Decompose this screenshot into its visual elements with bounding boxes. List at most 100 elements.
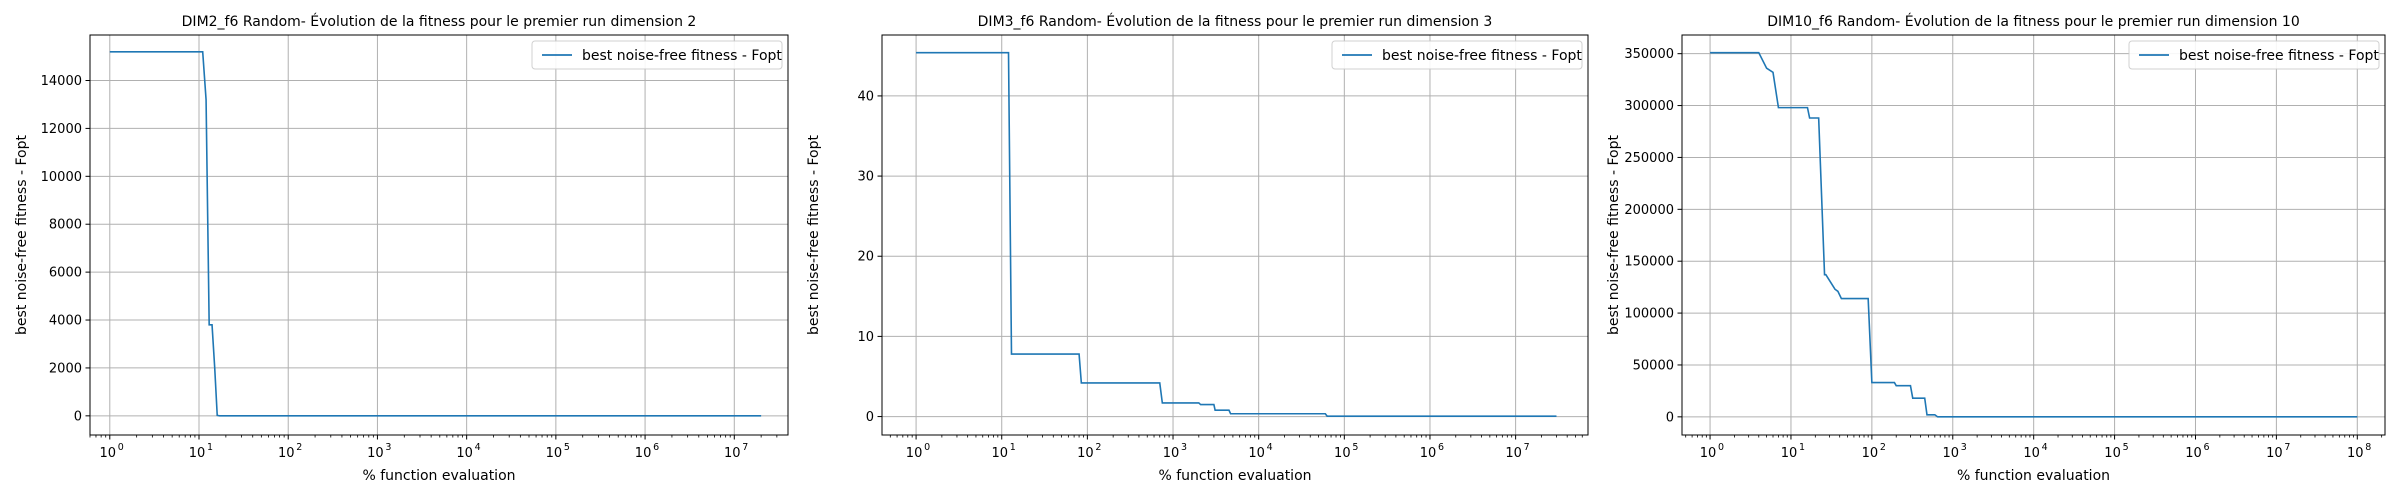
y-tick-label: 0 — [1666, 410, 1674, 425]
x-tick-base: 10 — [100, 446, 117, 461]
chart-title: DIM3_f6 Random- Évolution de la fitness … — [978, 13, 1493, 30]
y-axis-label: best noise-free fitness - Fopt — [806, 135, 822, 335]
y-tick-label: 10000 — [41, 170, 82, 185]
y-tick-label: 150000 — [1624, 255, 1674, 270]
x-tick-exponent: 1 — [1799, 442, 1805, 453]
plot-frame — [881, 34, 1589, 436]
x-tick-label: 10 4 — [456, 442, 480, 461]
x-tick-base: 10 — [906, 446, 923, 461]
x-tick-base: 10 — [1163, 446, 1180, 461]
x-tick-base: 10 — [1420, 446, 1437, 461]
x-tick-base: 10 — [1505, 446, 1522, 461]
x-tick-exponent: 5 — [2123, 442, 2129, 453]
x-tick-exponent: 0 — [924, 442, 930, 453]
x-tick-exponent: 2 — [1880, 442, 1886, 453]
x-tick-exponent: 1 — [1010, 442, 1016, 453]
y-tick-label: 4000 — [49, 314, 82, 329]
x-tick-exponent: 6 — [2203, 442, 2209, 453]
x-tick-exponent: 4 — [475, 442, 481, 453]
x-tick-base: 10 — [635, 446, 652, 461]
y-tick-label: 200000 — [1624, 203, 1674, 218]
y-axis-label: best noise-free fitness - Fopt — [1606, 135, 1622, 335]
x-tick-label: 10 7 — [724, 442, 748, 461]
y-tick-label: 10 — [857, 330, 874, 345]
x-tick-base: 10 — [1942, 446, 1959, 461]
y-tick-label: 100000 — [1624, 307, 1674, 322]
x-tick-label: 10 4 — [1248, 442, 1272, 461]
x-tick-base: 10 — [1781, 446, 1798, 461]
x-tick-exponent: 0 — [1718, 442, 1724, 453]
chart-dim3: 10 0 10 1 10 2 10 3 10 4 10 5 10 6 10 7010203040DIM3_f6… — [806, 13, 1589, 484]
x-tick-label: 10 2 — [1862, 442, 1886, 461]
x-tick-label: 10 7 — [2266, 442, 2290, 461]
legend-box — [2128, 40, 2380, 70]
x-tick-exponent: 5 — [564, 442, 570, 453]
legend-box — [531, 40, 783, 70]
x-tick-base: 10 — [1334, 446, 1351, 461]
x-tick-exponent: 4 — [1267, 442, 1273, 453]
legend: best noise-free fitness - Fopt — [1331, 40, 1583, 70]
x-tick-label: 10 5 — [546, 442, 570, 461]
x-tick-base: 10 — [546, 446, 563, 461]
x-tick-label: 10 1 — [991, 442, 1015, 461]
x-tick-base: 10 — [189, 446, 206, 461]
x-tick-base: 10 — [2104, 446, 2121, 461]
y-tick-label: 30 — [857, 170, 874, 185]
x-tick-base: 10 — [724, 446, 741, 461]
y-tick-label: 2000 — [49, 361, 82, 376]
x-tick-exponent: 6 — [653, 442, 659, 453]
legend-label: best noise-free fitness - Fopt — [2179, 48, 2379, 64]
x-tick-label: 10 4 — [2023, 442, 2047, 461]
x-tick-base: 10 — [2023, 446, 2040, 461]
plot-frame — [89, 34, 789, 436]
x-tick-label: 10 3 — [367, 442, 391, 461]
x-tick-label: 10 6 — [2185, 442, 2209, 461]
x-axis-label: % function evaluation — [1957, 468, 2110, 484]
x-tick-base: 10 — [456, 446, 473, 461]
chart-title: DIM10_f6 Random- Évolution de la fitness… — [1767, 13, 2300, 30]
x-tick-exponent: 2 — [1095, 442, 1101, 453]
chart-title: DIM2_f6 Random- Évolution de la fitness … — [182, 13, 697, 30]
x-tick-base: 10 — [278, 446, 295, 461]
x-tick-base: 10 — [991, 446, 1008, 461]
legend-box — [1331, 40, 1583, 70]
x-tick-label: 10 5 — [2104, 442, 2128, 461]
x-tick-label: 10 2 — [278, 442, 302, 461]
y-tick-label: 14000 — [41, 74, 82, 89]
y-tick-label: 300000 — [1624, 99, 1674, 114]
x-tick-base: 10 — [2185, 446, 2202, 461]
x-tick-label: 10 6 — [635, 442, 659, 461]
x-tick-exponent: 7 — [2284, 442, 2290, 453]
x-tick-exponent: 4 — [2042, 442, 2048, 453]
x-tick-exponent: 7 — [1524, 442, 1530, 453]
x-tick-exponent: 5 — [1352, 442, 1358, 453]
x-tick-label: 10 5 — [1334, 442, 1358, 461]
y-tick-label: 0 — [74, 409, 82, 424]
x-tick-base: 10 — [2347, 446, 2364, 461]
y-tick-label: 0 — [866, 410, 874, 425]
x-tick-label: 10 6 — [1420, 442, 1444, 461]
x-tick-exponent: 7 — [742, 442, 748, 453]
x-tick-label: 10 0 — [100, 442, 124, 461]
x-tick-base: 10 — [1700, 446, 1717, 461]
x-tick-exponent: 1 — [207, 442, 213, 453]
y-tick-label: 8000 — [49, 218, 82, 233]
series-line — [1710, 51, 2358, 418]
x-tick-label: 10 1 — [1781, 442, 1805, 461]
y-tick-label: 250000 — [1624, 151, 1674, 166]
x-tick-exponent: 6 — [1438, 442, 1444, 453]
legend: best noise-free fitness - Fopt — [2128, 40, 2380, 70]
y-axis-label: best noise-free fitness - Fopt — [14, 135, 30, 335]
x-tick-base: 10 — [1077, 446, 1094, 461]
x-axis-label: % function evaluation — [1158, 468, 1311, 484]
y-tick-label: 12000 — [41, 122, 82, 137]
x-tick-base: 10 — [1248, 446, 1265, 461]
x-tick-exponent: 8 — [2365, 442, 2371, 453]
x-tick-label: 10 0 — [906, 442, 930, 461]
y-tick-label: 50000 — [1633, 358, 1674, 373]
x-tick-label: 10 2 — [1077, 442, 1101, 461]
y-tick-label: 20 — [857, 250, 874, 265]
x-tick-label: 10 3 — [1163, 442, 1187, 461]
x-tick-base: 10 — [367, 446, 384, 461]
